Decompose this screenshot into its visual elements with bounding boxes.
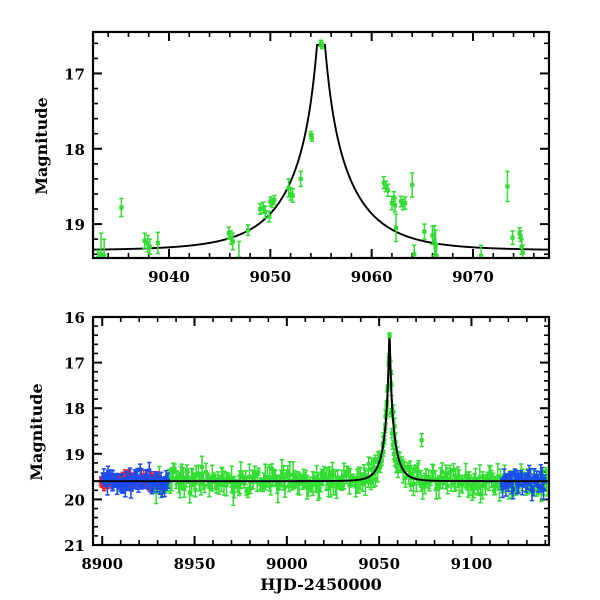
data-point	[256, 467, 261, 477]
data-point	[385, 183, 391, 197]
data-point	[412, 244, 417, 257]
data-point	[422, 223, 427, 240]
x-tick-label: 9070	[452, 268, 494, 286]
data-point	[410, 172, 415, 198]
data-point	[230, 232, 236, 251]
data-point	[341, 462, 347, 490]
data-point	[310, 470, 316, 497]
data-point	[373, 454, 378, 465]
data-point	[298, 170, 303, 188]
data-point	[393, 213, 399, 243]
data-point	[402, 196, 408, 210]
data-point	[290, 187, 295, 204]
data-point	[434, 242, 439, 257]
data-point	[221, 470, 227, 496]
bottom-panel: 8900 8950 9000 9050 9100 16 17 18 19 20 21	[64, 309, 551, 573]
y-tick-label: 17	[64, 65, 85, 83]
data-point	[433, 229, 438, 257]
y-axis-label-top: Magnitude	[32, 97, 51, 194]
x-tick-label: 9040	[148, 268, 190, 286]
data-point	[348, 467, 353, 488]
data-point	[146, 479, 151, 491]
y-tick-label: 18	[64, 400, 85, 418]
data-point	[387, 332, 392, 339]
data-point	[363, 467, 368, 497]
x-tick-label: 8900	[81, 555, 123, 573]
data-point	[263, 205, 268, 219]
data-point	[267, 210, 272, 223]
data-point	[530, 486, 536, 497]
y-tick-label: 19	[64, 446, 85, 464]
data-point	[395, 463, 401, 479]
data-point	[452, 473, 457, 493]
data-point	[478, 244, 484, 257]
data-point	[520, 244, 525, 257]
x-tick-label: 9100	[451, 555, 493, 573]
data-point	[101, 238, 107, 257]
data-point	[324, 467, 329, 492]
data-point	[119, 197, 124, 218]
data-point	[431, 464, 436, 481]
y-tick-label: 18	[64, 141, 85, 159]
data-point	[319, 41, 325, 50]
data-point	[243, 470, 248, 486]
data-point	[423, 468, 429, 488]
x-tick-label: 8950	[174, 555, 216, 573]
data-point	[392, 197, 398, 213]
y-axis-label-bottom: Magnitude	[27, 383, 46, 480]
x-tick-label: 9000	[266, 555, 308, 573]
data-point	[272, 194, 277, 206]
y-tick-label: 16	[64, 309, 85, 327]
y-tick-label: 17	[64, 355, 85, 373]
model-curve	[94, 337, 548, 483]
y-tick-label: 20	[64, 491, 85, 509]
data-point	[510, 230, 515, 246]
data-point	[309, 132, 315, 142]
data-point	[258, 203, 263, 216]
y-tick-label: 19	[64, 216, 85, 234]
x-tick-label: 9050	[358, 555, 400, 573]
data-point	[245, 224, 251, 237]
x-tick-label: 9050	[249, 268, 291, 286]
data-point	[419, 432, 424, 448]
x-tick-label: 9060	[351, 268, 393, 286]
model-curve	[94, 43, 548, 251]
x-axis-label-bottom: HJD-2450000	[260, 575, 381, 594]
data-point	[142, 232, 147, 249]
data-point	[505, 170, 510, 203]
model-curve	[94, 337, 548, 483]
data-point	[147, 238, 152, 255]
data-point	[155, 231, 161, 255]
data-point	[95, 249, 101, 257]
y-tick-label: 21	[64, 537, 85, 555]
data-point	[236, 240, 242, 257]
top-panel: 9040 9050 9060 9070 17 18 19	[64, 30, 551, 286]
data-point	[98, 232, 104, 257]
